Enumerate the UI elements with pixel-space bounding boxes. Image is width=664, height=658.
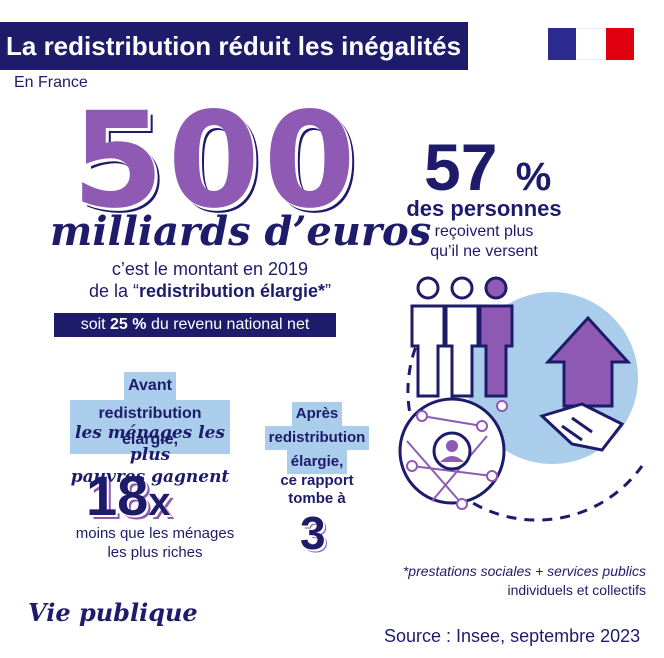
- avant-block: Avant redistribution élargie,: [70, 372, 230, 454]
- ratio-after: 3: [300, 507, 326, 559]
- brand-logo: Vie publique: [28, 598, 198, 627]
- moins-text: moins que les ménages les plus riches: [75, 525, 235, 561]
- republique-francaise-logo: [548, 28, 634, 60]
- person-icon: [432, 431, 472, 471]
- handshake-icon: [539, 402, 625, 452]
- subtitle: En France: [14, 74, 88, 91]
- big-number-500: 500: [72, 84, 360, 238]
- montant-text: c’est le montant en 2019 de la “redistri…: [70, 258, 350, 302]
- avant-tag-line1: Avant: [124, 372, 176, 400]
- montant-line1: c’est le montant en 2019: [111, 259, 309, 279]
- soit-box: soit 25 % du revenu national net: [54, 313, 336, 337]
- apres-tag-line2: redistribution: [264, 426, 370, 450]
- page-title: La redistribution réduit les inégalités: [0, 22, 468, 70]
- people-icon: [410, 276, 514, 398]
- percent-57: 57 %: [424, 130, 552, 204]
- montant-line2: de la “redistribution élargie*”: [88, 281, 332, 301]
- footnote: *prestations sociales + services publics…: [402, 563, 646, 598]
- source-text: Source : Insee, septembre 2023: [384, 626, 641, 646]
- menages-text: les ménages les plus pauvres gagnent: [70, 423, 230, 487]
- illustration: [398, 276, 644, 522]
- apres-tag-line3: élargie,: [286, 450, 348, 474]
- personnes-label: des personnes: [406, 196, 562, 221]
- ratio-before: 18x: [86, 464, 171, 527]
- avant-tag-line2: redistribution élargie,: [70, 400, 230, 454]
- rapport-text: ce rapport tombe à: [280, 472, 354, 507]
- apres-block: Après redistribution élargie,: [262, 402, 372, 474]
- recoivent-text: reçoivent plus qu’il ne versent: [430, 223, 538, 260]
- apres-tag-line1: Après: [291, 402, 343, 426]
- unit-label: milliards d’euros: [50, 208, 432, 255]
